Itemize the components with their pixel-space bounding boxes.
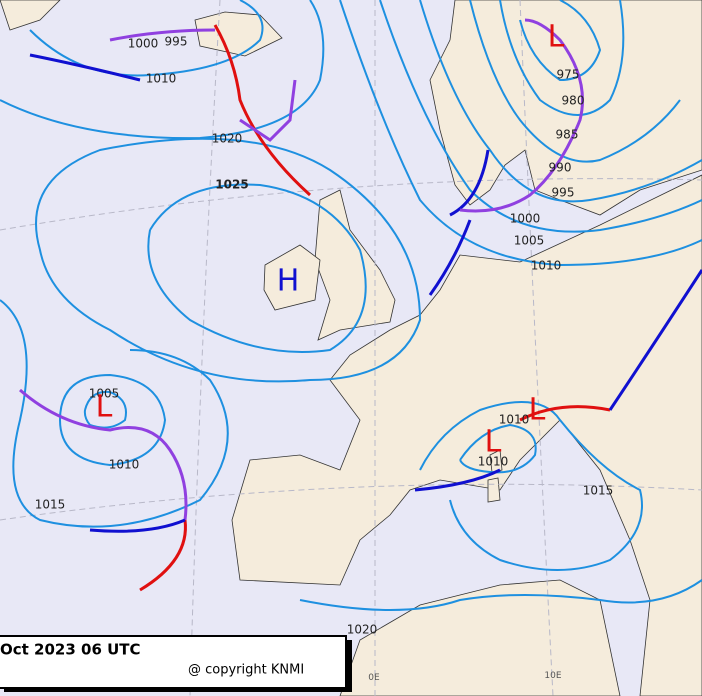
low-center: L [548,20,565,55]
isobar-label: 1000 [128,37,159,51]
isobar-label: 1010 [146,72,177,86]
isobar-label: 1020 [212,132,243,146]
footer-box [0,635,347,689]
isobars [0,0,702,611]
isobar-label: 1015 [35,498,66,512]
isobar-label: 1010 [499,413,530,427]
isobar-label: 980 [562,94,585,108]
isobar-label: 990 [549,161,572,175]
pressure-centers: L H L L L [96,20,565,460]
high-center: H [277,264,300,299]
low-center: L [96,390,113,425]
isobar-label: 1010 [109,458,140,472]
isobar-label: 1020 [347,623,378,637]
copyright: @ copyright KNMI [188,663,304,678]
isobar-label: 1005 [514,234,545,248]
isobar-labels: 1000 995 1010 1020 1025 975 980 985 990 … [35,35,614,637]
isobar-label: 1005 [89,387,120,401]
isobar-label: 995 [552,186,575,200]
low-center: L [485,425,502,460]
isobar-label: 995 [165,35,188,49]
valid-time: Oct 2023 06 UTC [0,641,141,659]
low-center: L [529,393,546,428]
isobar-label: 1010 [478,455,509,469]
isobar-label: 1010 [531,259,562,273]
isobar-label: 985 [556,128,579,142]
meridian-label: 10E [544,671,561,681]
isobar-label: 1015 [583,484,614,498]
fronts [19,18,702,592]
isobar-label: 1025 [215,178,248,192]
meridian-label: 0E [368,673,380,683]
isobar-label: 1000 [510,212,541,226]
isobar-label: 975 [557,68,580,82]
footer: Oct 2023 06 UTC @ copyright KNMI [0,635,352,692]
